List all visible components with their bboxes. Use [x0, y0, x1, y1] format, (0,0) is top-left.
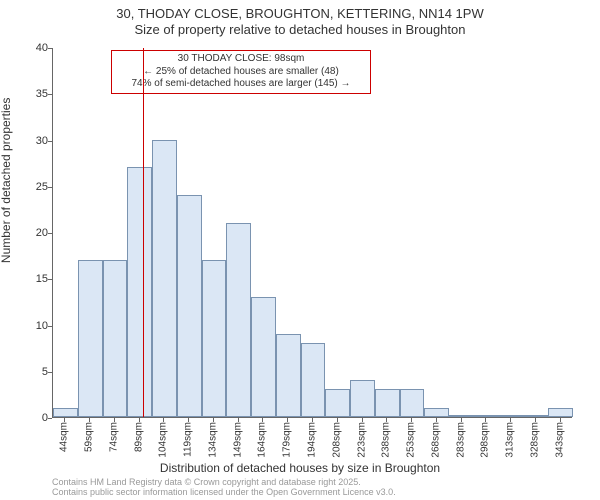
y-tick-label: 30 — [8, 135, 48, 147]
x-tick-label: 298sqm — [480, 422, 491, 458]
chart-title: 30, THODAY CLOSE, BROUGHTON, KETTERING, … — [0, 6, 600, 22]
bar — [152, 140, 177, 418]
bar — [53, 408, 78, 417]
bar — [375, 389, 400, 417]
x-tick-label: 179sqm — [282, 422, 293, 458]
y-tick-label: 20 — [8, 227, 48, 239]
bar — [78, 260, 103, 417]
x-tick-label: 74sqm — [108, 422, 119, 452]
bar — [226, 223, 251, 417]
annotation-line: ← 25% of detached houses are smaller (48… — [116, 66, 366, 79]
bar — [202, 260, 227, 417]
x-tick-label: 89sqm — [133, 422, 144, 452]
x-tick-label: 313sqm — [505, 422, 516, 458]
x-axis-label: Distribution of detached houses by size … — [0, 461, 600, 475]
bar — [177, 195, 202, 417]
y-tick-mark — [48, 48, 52, 49]
y-tick-label: 10 — [8, 320, 48, 332]
x-tick-label: 134sqm — [207, 422, 218, 458]
bar — [548, 408, 573, 417]
y-tick-mark — [48, 94, 52, 95]
bar — [350, 380, 375, 417]
bar — [424, 408, 449, 417]
bar — [449, 415, 474, 417]
bar — [523, 415, 548, 417]
x-tick-label: 44sqm — [59, 422, 70, 452]
y-tick-mark — [48, 418, 52, 419]
bar — [301, 343, 326, 417]
footer-line: Contains public sector information licen… — [52, 488, 396, 498]
y-tick-label: 15 — [8, 273, 48, 285]
bar — [251, 297, 276, 417]
x-tick-label: 164sqm — [257, 422, 268, 458]
reference-line — [143, 48, 144, 417]
y-tick-label: 0 — [8, 412, 48, 424]
bar — [103, 260, 128, 417]
y-tick-label: 25 — [8, 181, 48, 193]
y-tick-mark — [48, 141, 52, 142]
x-tick-label: 238sqm — [381, 422, 392, 458]
bar — [400, 389, 425, 417]
plot-area: 30 THODAY CLOSE: 98sqm ← 25% of detached… — [52, 48, 572, 418]
y-tick-label: 5 — [8, 366, 48, 378]
y-tick-label: 35 — [8, 88, 48, 100]
x-tick-label: 268sqm — [430, 422, 441, 458]
bar — [325, 389, 350, 417]
x-tick-label: 119sqm — [183, 422, 194, 457]
x-tick-label: 253sqm — [406, 422, 417, 458]
x-tick-label: 194sqm — [307, 422, 318, 458]
annotation-box: 30 THODAY CLOSE: 98sqm ← 25% of detached… — [111, 50, 371, 94]
x-tick-label: 328sqm — [529, 422, 540, 458]
bar — [127, 167, 152, 417]
x-tick-label: 59sqm — [84, 422, 95, 452]
x-tick-label: 343sqm — [554, 422, 565, 458]
bar — [474, 415, 499, 417]
y-tick-label: 40 — [8, 42, 48, 54]
annotation-line: 74% of semi-detached houses are larger (… — [116, 78, 366, 91]
x-tick-label: 283sqm — [455, 422, 466, 458]
annotation-line: 30 THODAY CLOSE: 98sqm — [116, 53, 366, 66]
chart-subtitle: Size of property relative to detached ho… — [0, 22, 600, 37]
y-tick-mark — [48, 326, 52, 327]
bar — [276, 334, 301, 417]
y-tick-mark — [48, 187, 52, 188]
y-tick-mark — [48, 279, 52, 280]
x-tick-label: 149sqm — [232, 422, 243, 458]
footer-credits: Contains HM Land Registry data © Crown c… — [52, 478, 396, 498]
x-tick-label: 208sqm — [331, 422, 342, 458]
y-tick-mark — [48, 372, 52, 373]
bar — [499, 415, 524, 417]
y-tick-mark — [48, 233, 52, 234]
x-tick-label: 223sqm — [356, 422, 367, 458]
x-tick-label: 104sqm — [158, 422, 169, 458]
